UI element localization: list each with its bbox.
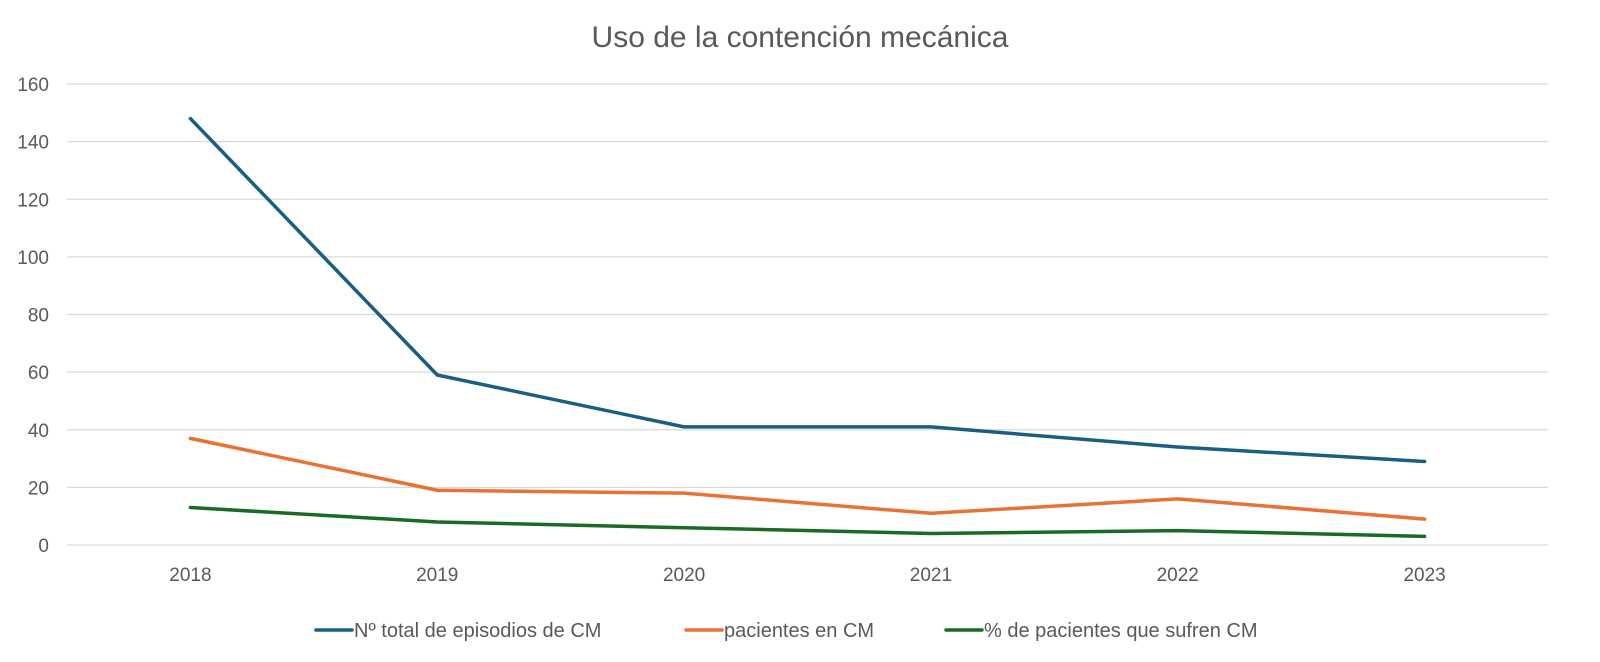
x-tick-label: 2019 <box>416 565 458 586</box>
chart-title: Uso de la contención mecánica <box>592 21 1009 54</box>
x-tick-label: 2020 <box>663 565 705 586</box>
x-tick-label: 2018 <box>169 565 211 586</box>
y-tick-label: 140 <box>17 133 49 154</box>
series-line-1 <box>188 436 1427 521</box>
grid-lines <box>67 83 1548 546</box>
legend-item: Nº total de episodios de CM <box>314 620 601 642</box>
legend-item: pacientes en CM <box>684 620 874 642</box>
y-tick-label: 60 <box>28 363 49 384</box>
x-axis: 2018 2019 2020 2021 2022 2023 <box>169 565 1445 586</box>
y-tick-label: 20 <box>28 478 49 499</box>
series-line-2 <box>188 505 1427 539</box>
x-tick-label: 2022 <box>1157 565 1199 586</box>
y-tick-label: 100 <box>17 248 49 269</box>
y-tick-label: 0 <box>38 536 49 557</box>
legend-item: % de pacientes que sufren CM <box>944 620 1258 642</box>
series-line-0 <box>188 116 1427 464</box>
y-tick-label: 160 <box>17 75 49 96</box>
y-tick-label: 80 <box>28 306 49 327</box>
legend-label: pacientes en CM <box>724 620 874 642</box>
series-lines <box>188 116 1427 539</box>
y-tick-label: 40 <box>28 421 49 442</box>
legend: Nº total de episodios de CM pacientes en … <box>314 620 1258 642</box>
y-tick-label: 120 <box>17 190 49 211</box>
legend-label: Nº total de episodios de CM <box>354 620 601 642</box>
y-axis: 0 20 40 60 80 100 120 140 160 <box>17 75 49 557</box>
x-tick-label: 2021 <box>910 565 952 586</box>
legend-label: % de pacientes que sufren CM <box>984 620 1258 642</box>
x-tick-label: 2023 <box>1403 565 1445 586</box>
